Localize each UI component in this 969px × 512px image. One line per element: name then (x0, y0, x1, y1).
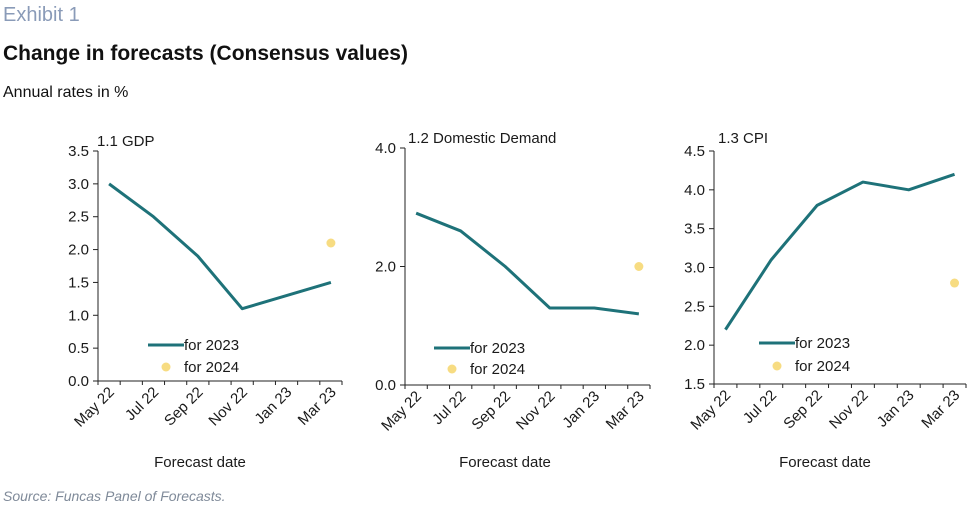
legend-swatch-2024 (772, 361, 782, 371)
x-tick-label: May 22 (378, 388, 425, 435)
legend-label-2024: for 2024 (795, 358, 850, 375)
y-tick-label: 3.5 (68, 143, 89, 160)
series-point-2024 (950, 278, 960, 288)
legend-label-2024: for 2024 (470, 361, 525, 378)
panel-title: 1.2 Domestic Demand (408, 130, 556, 147)
y-tick-label: 3.5 (684, 221, 705, 238)
x-tick-label: Mar 23 (603, 388, 648, 433)
x-tick-label: Mar 23 (918, 387, 963, 432)
x-tick-label: Jan 23 (874, 387, 918, 431)
x-tick-label: Jul 22 (429, 388, 469, 428)
y-tick-label: 2.0 (68, 242, 89, 259)
legend-swatch-2024 (161, 362, 171, 372)
y-tick-label: 4.5 (684, 143, 705, 160)
x-tick-label: May 22 (687, 387, 734, 434)
y-tick-label: 2.0 (375, 259, 396, 276)
panel-title: 1.1 GDP (97, 133, 155, 150)
y-tick-label: 4.0 (375, 140, 396, 157)
y-tick-label: 2.5 (68, 209, 89, 226)
figure-subtitle: Annual rates in % (3, 84, 129, 101)
legend-label-2023: for 2023 (795, 335, 850, 352)
legend-swatch-2024 (447, 364, 457, 374)
x-tick-label: May 22 (71, 384, 118, 431)
series-line-2023 (108, 182, 332, 311)
y-tick-label: 2.5 (684, 298, 705, 315)
x-tick-label: Jan 23 (252, 384, 296, 428)
x-tick-label: Nov 22 (826, 387, 872, 433)
y-tick-label: 4.0 (684, 182, 705, 199)
x-tick-label: Sep 22 (780, 387, 826, 433)
y-tick-label: 0.0 (375, 377, 396, 394)
x-axis-label: Forecast date (459, 454, 551, 471)
panel-title: 1.3 CPI (718, 130, 768, 147)
y-tick-label: 1.0 (68, 307, 89, 324)
y-tick-label: 1.5 (68, 274, 89, 291)
source-note: Source: Funcas Panel of Forecasts. (3, 488, 226, 504)
series-point-2024 (326, 238, 336, 248)
series-point-2024 (634, 262, 644, 271)
y-tick-label: 3.0 (68, 176, 89, 193)
y-tick-label: 1.5 (684, 376, 705, 393)
x-tick-label: Mar 23 (295, 384, 340, 429)
y-tick-label: 2.0 (684, 337, 705, 354)
x-tick-label: Jul 22 (122, 384, 162, 424)
exhibit-label: Exhibit 1 (3, 4, 80, 26)
x-tick-label: Sep 22 (468, 388, 514, 434)
series-line-2023 (724, 172, 956, 331)
figure-title: Change in forecasts (Consensus values) (3, 42, 408, 65)
x-tick-label: Jul 22 (740, 387, 780, 427)
series-line-2023 (415, 211, 640, 316)
x-tick-label: Nov 22 (513, 388, 559, 434)
x-axis-label: Forecast date (154, 454, 246, 471)
x-axis-label: Forecast date (779, 454, 871, 471)
y-tick-label: 3.0 (684, 260, 705, 277)
y-tick-label: 0.0 (68, 373, 89, 390)
x-tick-label: Sep 22 (161, 384, 207, 430)
legend-label-2023: for 2023 (184, 337, 239, 354)
x-tick-label: Nov 22 (205, 384, 251, 430)
x-tick-label: Jan 23 (559, 388, 603, 432)
legend-label-2024: for 2024 (184, 359, 239, 376)
legend-label-2023: for 2023 (470, 340, 525, 357)
y-tick-label: 0.5 (68, 340, 89, 357)
